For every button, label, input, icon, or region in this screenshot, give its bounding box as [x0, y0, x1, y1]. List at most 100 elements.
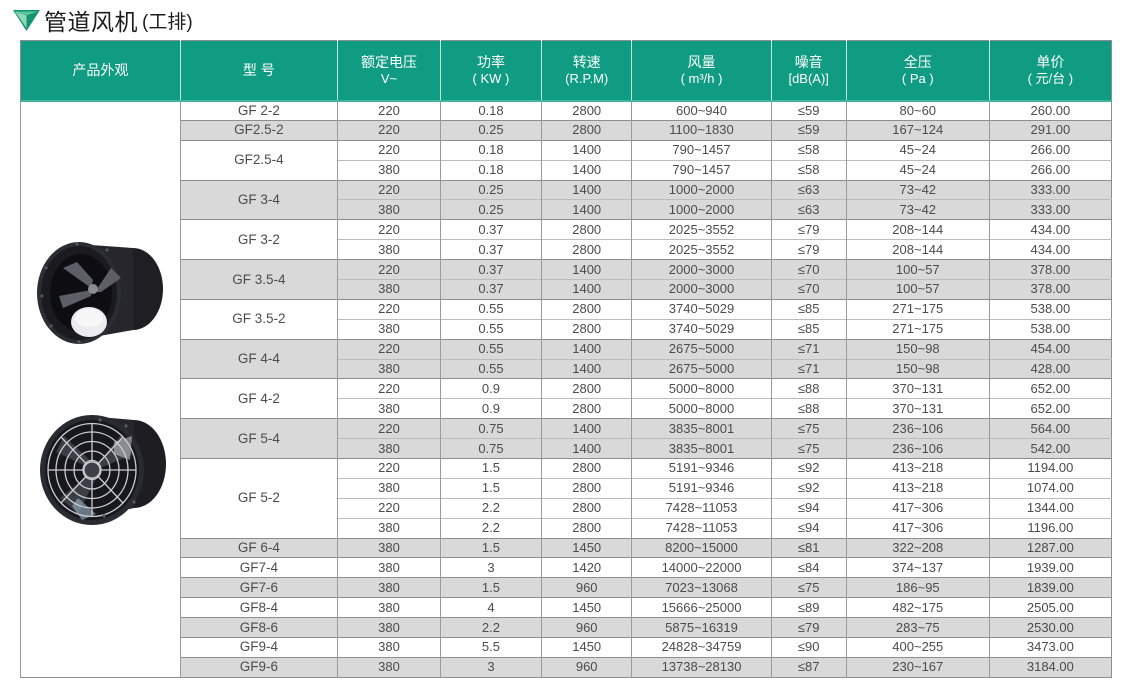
airflow-cell: 7428~11053: [631, 497, 772, 519]
power-cell: 0.9: [440, 378, 542, 399]
table-row: GF7-4 380 3 1420 14000~22000 ≤84 374~137 1939.0…: [21, 557, 1112, 578]
airflow-cell: 2000~3000: [631, 259, 772, 280]
table-row: GF 3.5-4 220 0.37 1400 2000~3000 ≤70 100~57 378…: [21, 259, 1112, 300]
pressure-cell: 100~57: [845, 259, 990, 280]
table-row: 380 2.2 2800 7428~11053 ≤94 417~306 1196.00: [21, 517, 1112, 539]
power-cell: 0.18: [440, 100, 542, 121]
pressure-cell: 230~167: [845, 656, 990, 678]
model-cell: GF 3.5-2: [179, 298, 338, 340]
price-cell: 3184.00: [988, 656, 1112, 678]
power-cell: 1.5: [440, 537, 542, 558]
speed-cell: 1400: [540, 199, 632, 220]
pressure-cell: 150~98: [845, 358, 990, 379]
price-cell: 1344.00: [988, 497, 1112, 519]
table-header: 产品外观 型 号 额定电压 V~ 功率( KW ) 转速 (R.P.M) 风量( m…: [20, 40, 1112, 102]
power-cell: 0.55: [440, 338, 542, 360]
airflow-cell: 2025~3552: [631, 239, 772, 260]
model-cell: GF7-4: [179, 557, 338, 578]
price-cell: 333.00: [988, 179, 1112, 200]
noise-cell: ≤70: [770, 279, 847, 300]
duct-fan-front-grille-image: [40, 415, 167, 526]
airflow-cell: 2025~3552: [631, 219, 772, 240]
model-cell: GF 3-4: [179, 179, 338, 220]
voltage-cell: 380: [336, 537, 441, 558]
noise-cell: ≤70: [770, 259, 847, 280]
noise-cell: ≤79: [770, 239, 847, 260]
airflow-cell: 5875~16319: [631, 617, 772, 638]
table-row: GF 3.5-2 220 0.55 2800 3740~5029 ≤85 271~175 53…: [21, 298, 1112, 340]
price-cell: 3473.00: [988, 637, 1112, 658]
price-cell: 266.00: [988, 159, 1112, 181]
noise-cell: ≤79: [770, 219, 847, 240]
pressure-cell: 150~98: [845, 338, 990, 360]
spec-table: 产品外观 型 号 额定电压 V~ 功率( KW ) 转速 (R.P.M) 风量( m…: [20, 40, 1112, 678]
noise-cell: ≤90: [770, 637, 847, 658]
model-cell: GF 2-2: [179, 100, 338, 121]
page-title-suffix: (工排): [142, 11, 193, 33]
speed-cell: 960: [540, 617, 632, 638]
noise-cell: ≤84: [770, 557, 847, 578]
noise-cell: ≤88: [770, 398, 847, 419]
pressure-cell: 374~137: [845, 557, 990, 578]
table-row: GF8-6 380 2.2 960 5875~16319 ≤79 283~75 2530.00: [21, 617, 1112, 638]
voltage-cell: 220: [336, 338, 441, 360]
airflow-cell: 790~1457: [631, 139, 772, 161]
table-row: GF 5-2 220 1.5 2800 5191~9346 ≤92 413~218 1194.…: [21, 458, 1112, 539]
power-cell: 0.9: [440, 398, 542, 419]
power-cell: 1.5: [440, 577, 542, 598]
model-cell: GF 3-2: [179, 219, 338, 260]
price-cell: 333.00: [988, 199, 1112, 220]
noise-cell: ≤75: [770, 438, 847, 459]
voltage-cell: 380: [336, 477, 441, 499]
price-cell: 266.00: [988, 139, 1112, 161]
model-cell: GF9-4: [179, 637, 338, 658]
product-appearance-cell: [20, 100, 181, 678]
price-cell: 2530.00: [988, 617, 1112, 638]
voltage-cell: 380: [336, 318, 441, 340]
power-cell: 1.5: [440, 458, 542, 479]
speed-cell: 2800: [540, 497, 632, 519]
table-row: 380 0.55 1400 2675~5000 ≤71 150~98 428.00: [21, 358, 1112, 379]
speed-cell: 2800: [540, 119, 632, 141]
voltage-cell: 220: [336, 100, 441, 121]
pressure-cell: 236~106: [845, 438, 990, 459]
price-cell: 2505.00: [988, 597, 1112, 618]
airflow-cell: 14000~22000: [631, 557, 772, 578]
speed-cell: 2800: [540, 378, 632, 399]
pressure-cell: 322~208: [845, 537, 990, 558]
price-cell: 454.00: [988, 338, 1112, 360]
noise-cell: ≤87: [770, 656, 847, 678]
speed-cell: 2800: [540, 458, 632, 479]
spec-table-body: GF 2-2 220 0.18 2800 600~940 ≤59 80~60 260.00 GF…: [20, 100, 1112, 678]
model-cell: GF9-6: [179, 656, 338, 678]
table-row: GF 2-2 220 0.18 2800 600~940 ≤59 80~60 260.00: [20, 100, 1112, 678]
power-cell: 5.5: [440, 637, 542, 658]
power-cell: 2.2: [440, 517, 542, 539]
price-cell: 1287.00: [988, 537, 1112, 558]
voltage-cell: 380: [336, 517, 441, 539]
pressure-cell: 417~306: [845, 517, 990, 539]
speed-cell: 960: [540, 577, 632, 598]
power-cell: 0.25: [440, 179, 542, 200]
price-cell: 434.00: [988, 239, 1112, 260]
pressure-cell: 413~218: [845, 477, 990, 499]
col-header-speed: 转速 (R.P.M): [540, 40, 632, 102]
airflow-cell: 5191~9346: [631, 458, 772, 479]
power-cell: 3: [440, 656, 542, 678]
speed-cell: 1400: [540, 418, 632, 439]
speed-cell: 2800: [540, 239, 632, 260]
table-row: 380 0.37 2800 2025~3552 ≤79 208~144 434.00: [21, 239, 1112, 260]
price-cell: 538.00: [988, 318, 1112, 340]
pressure-cell: 45~24: [845, 159, 990, 181]
price-cell: 538.00: [988, 298, 1112, 320]
speed-cell: 1450: [540, 597, 632, 618]
voltage-cell: 380: [336, 617, 441, 638]
pressure-cell: 167~124: [845, 119, 990, 141]
voltage-cell: 220: [336, 119, 441, 141]
pressure-cell: 100~57: [845, 279, 990, 300]
power-cell: 0.55: [440, 298, 542, 320]
price-cell: 260.00: [988, 100, 1112, 121]
table-row: 380 1.5 2800 5191~9346 ≤92 413~218 1074.00: [21, 477, 1112, 499]
table-row: GF8-4 380 4 1450 15666~25000 ≤89 482~175 2505.0…: [21, 597, 1112, 618]
airflow-cell: 2675~5000: [631, 358, 772, 379]
